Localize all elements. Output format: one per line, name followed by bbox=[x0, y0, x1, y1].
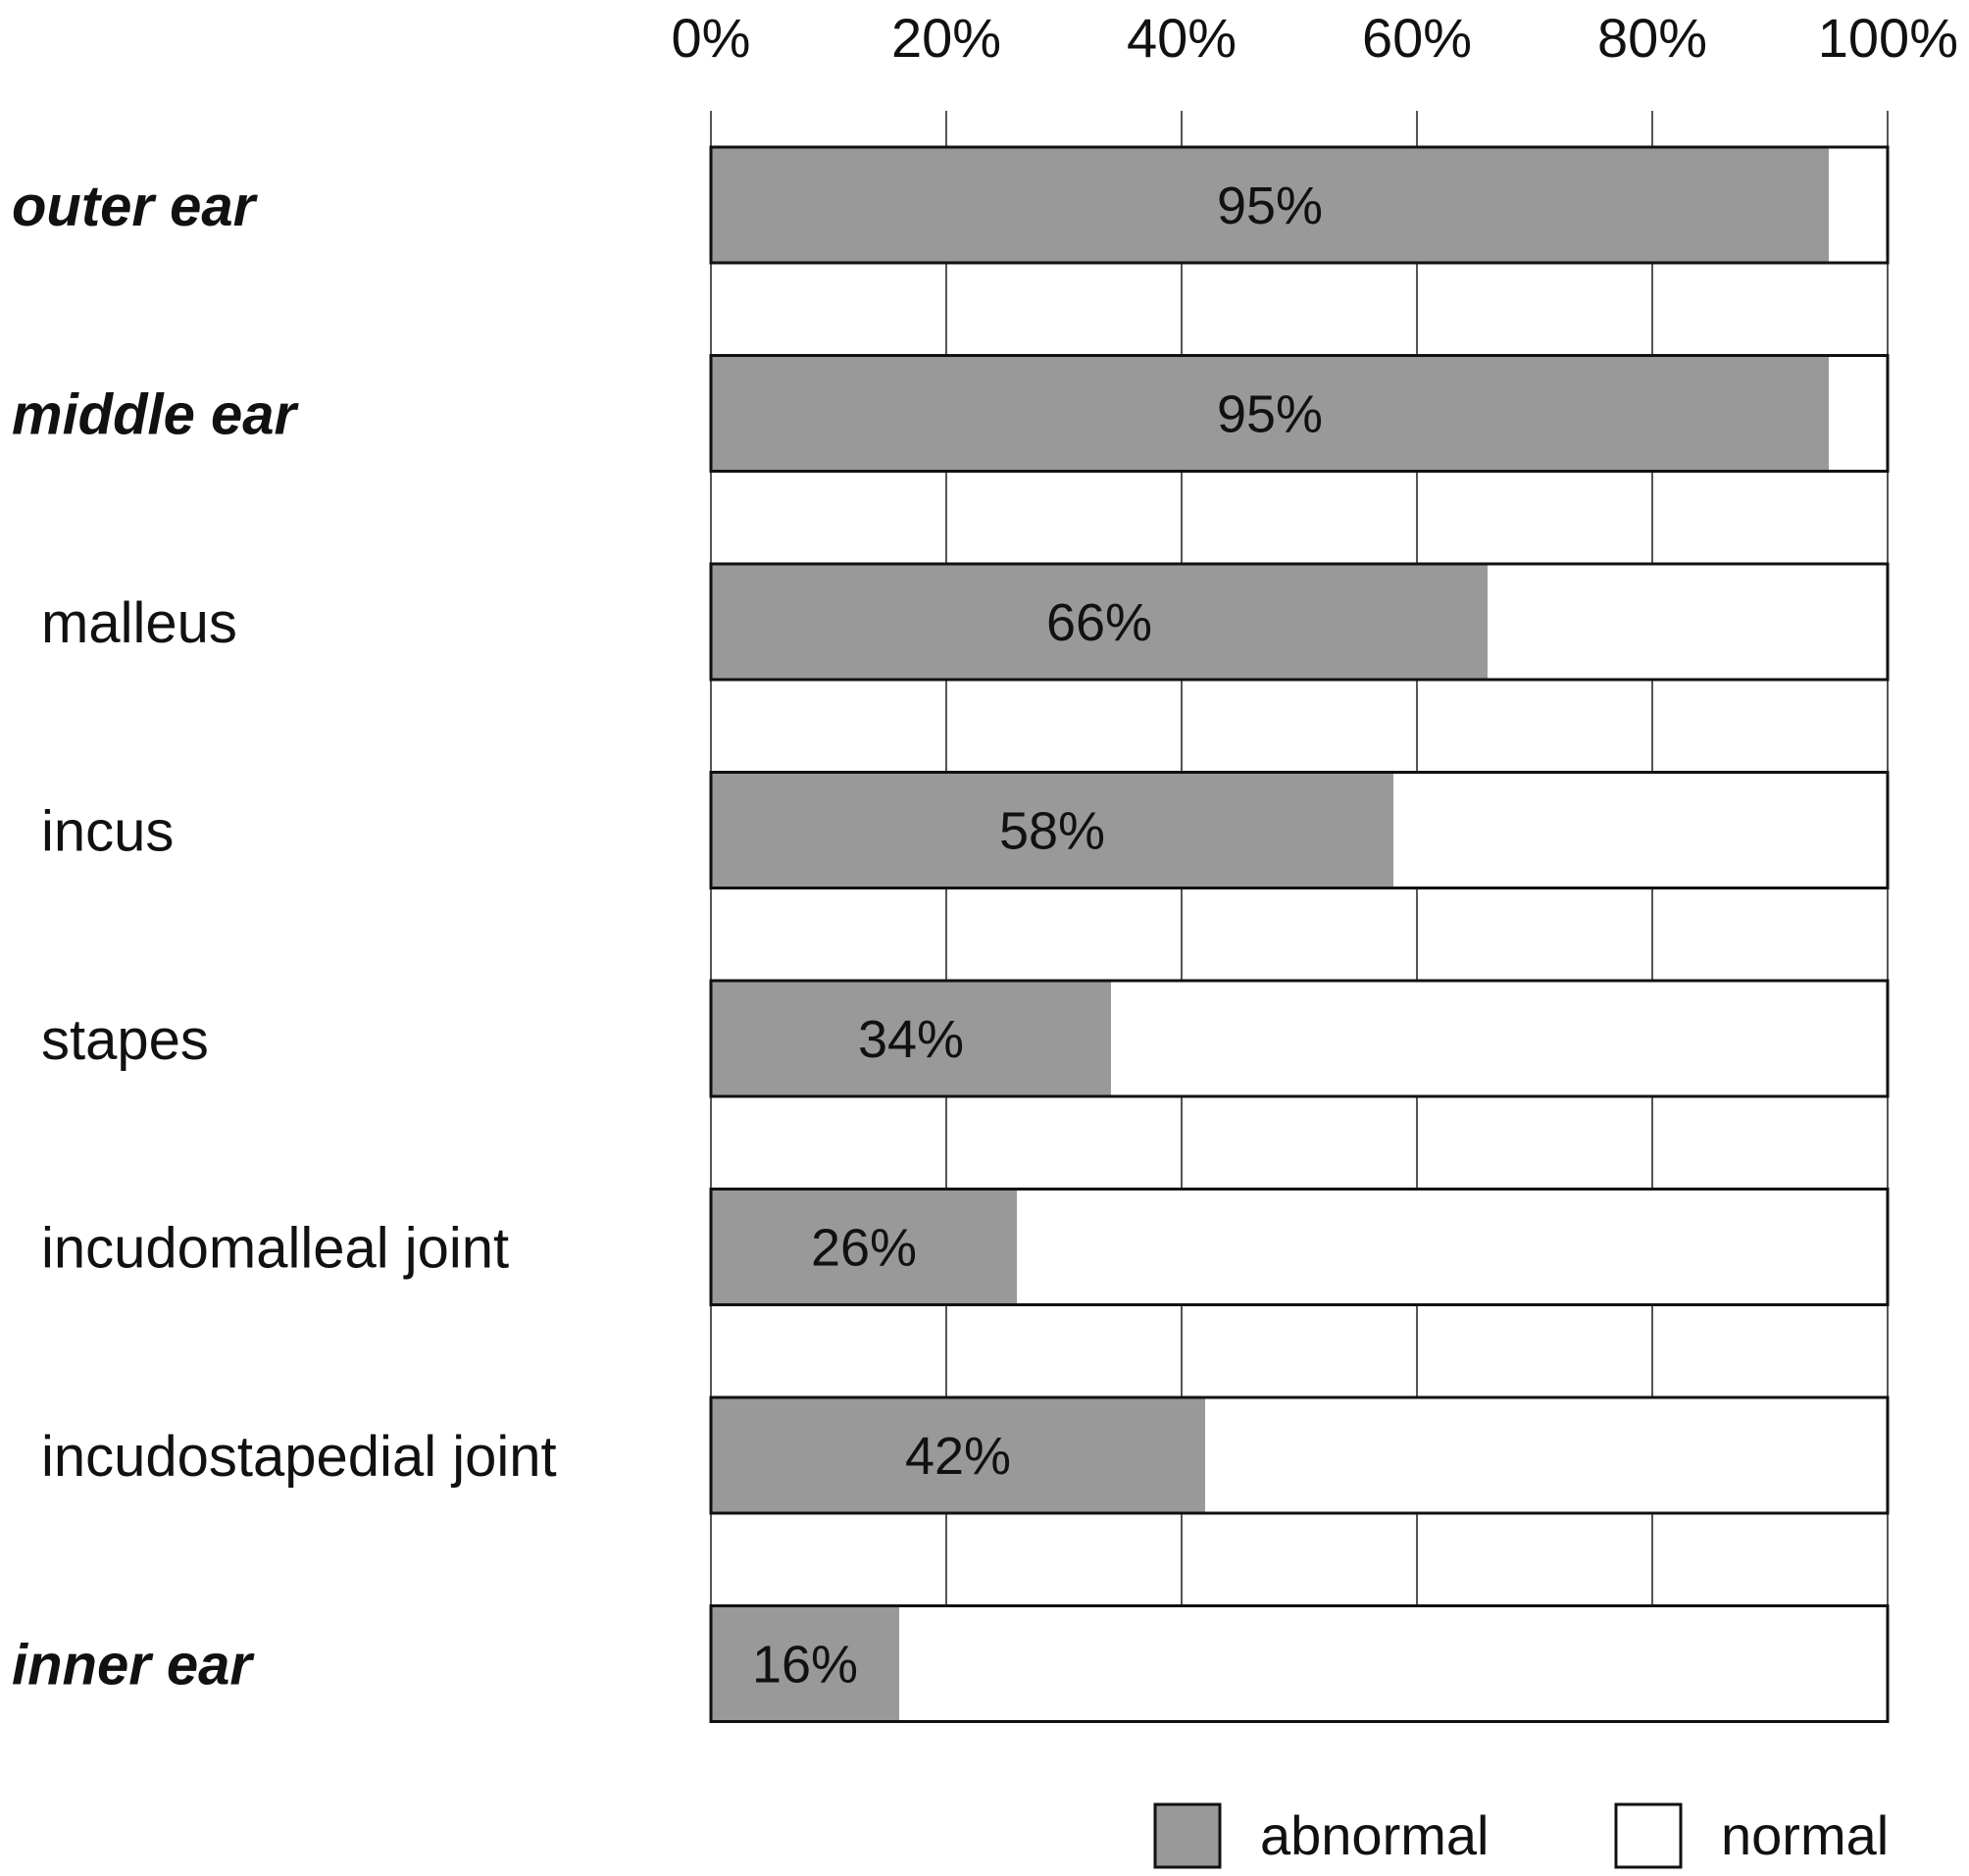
bar-abnormal bbox=[711, 1605, 899, 1722]
legend-label-abnormal: abnormal bbox=[1260, 1804, 1489, 1866]
category-label: inner ear bbox=[12, 1634, 255, 1698]
x-tick-label: 20% bbox=[891, 7, 1001, 69]
bar-outline bbox=[709, 1395, 1890, 1515]
category-label: incudomalleal joint bbox=[41, 1217, 509, 1281]
bar-normal bbox=[1829, 355, 1888, 472]
bar-abnormal bbox=[711, 772, 1393, 888]
bar-abnormal bbox=[711, 147, 1829, 263]
bar-outline bbox=[709, 771, 1890, 889]
bar-abnormal bbox=[711, 981, 1111, 1096]
bar-normal bbox=[1488, 564, 1888, 680]
legend-swatch-abnormal bbox=[1153, 1802, 1222, 1869]
bar-outline bbox=[709, 145, 1890, 265]
data-label: 58% bbox=[999, 802, 1105, 861]
category-label: stapes bbox=[41, 1008, 209, 1072]
bars: 95% 95% 66% 58% 34% 26% 42% 16% bbox=[709, 145, 1890, 1723]
data-label: 26% bbox=[811, 1219, 917, 1278]
bar-normal bbox=[1205, 1397, 1888, 1513]
bar-normal bbox=[1111, 981, 1888, 1096]
legend-label-normal: normal bbox=[1721, 1804, 1889, 1866]
bar-abnormal bbox=[711, 564, 1488, 680]
data-label: 34% bbox=[858, 1010, 964, 1069]
data-label: 66% bbox=[1046, 593, 1152, 652]
data-label: 95% bbox=[1217, 385, 1323, 444]
legend: abnormal normal bbox=[1153, 1802, 1889, 1869]
x-tick-label: 100% bbox=[1818, 7, 1958, 69]
data-label: 42% bbox=[905, 1427, 1011, 1486]
data-label: 16% bbox=[752, 1636, 858, 1695]
bar-outline bbox=[709, 979, 1890, 1098]
x-axis-ticks: 0% 20% 40% 60% 80% 100% bbox=[672, 7, 1958, 69]
x-tick-label: 60% bbox=[1362, 7, 1472, 69]
x-tick-label: 80% bbox=[1597, 7, 1707, 69]
bar-abnormal bbox=[711, 355, 1829, 472]
category-label: outer ear bbox=[12, 175, 259, 238]
category-label: malleus bbox=[41, 591, 237, 655]
category-label: incudostapedial joint bbox=[41, 1425, 557, 1489]
bar-outline bbox=[709, 562, 1890, 682]
x-tick-label: 40% bbox=[1127, 7, 1237, 69]
bar-abnormal bbox=[711, 1189, 1017, 1305]
data-label: 95% bbox=[1217, 177, 1323, 235]
category-label: incus bbox=[41, 800, 174, 864]
bar-outline bbox=[709, 354, 1890, 473]
bar-normal bbox=[1017, 1189, 1888, 1305]
bar-normal bbox=[1829, 147, 1888, 263]
bar-normal bbox=[899, 1605, 1888, 1722]
bar-outline bbox=[709, 1604, 1890, 1723]
bar-abnormal bbox=[711, 1397, 1205, 1513]
bar-outline bbox=[709, 1188, 1890, 1306]
bar-normal bbox=[1393, 772, 1888, 888]
x-tick-label: 0% bbox=[672, 7, 751, 69]
category-labels: outer ear middle ear malleus incus stapes inc… bbox=[12, 175, 557, 1698]
legend-swatch-normal bbox=[1614, 1802, 1683, 1869]
category-label: middle ear bbox=[12, 383, 300, 447]
